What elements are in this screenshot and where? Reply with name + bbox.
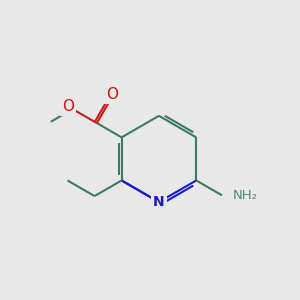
Text: O: O [106,87,118,102]
Text: O: O [62,99,74,114]
Text: N: N [153,195,165,209]
Text: NH₂: NH₂ [232,189,257,202]
